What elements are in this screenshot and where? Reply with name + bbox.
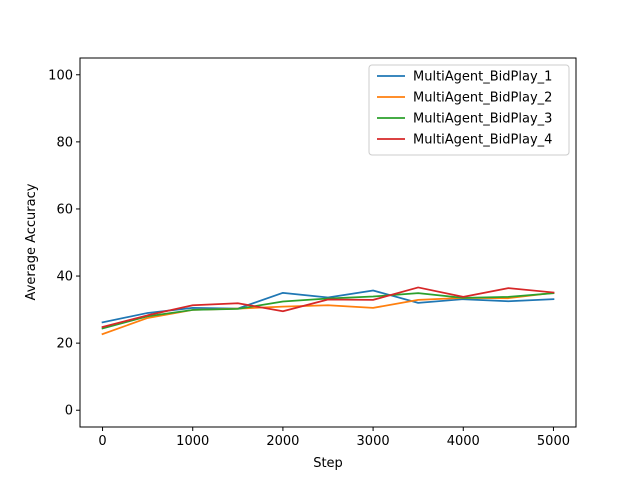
y-tick-label: 100: [48, 68, 73, 83]
legend-label-2: MultiAgent_BidPlay_2: [413, 91, 552, 106]
legend-box: [368, 64, 570, 156]
x-tick-label: 0: [98, 434, 106, 449]
legend: MultiAgent_BidPlay_1 MultiAgent_BidPlay_2…: [368, 64, 570, 156]
y-axis-title: Average Accuracy: [24, 183, 39, 300]
legend-label-4: MultiAgent_BidPlay_4: [413, 133, 552, 148]
x-axis: 0 1000 2000 3000 4000 5000: [98, 427, 570, 449]
y-tick-label: 80: [56, 135, 73, 150]
y-axis: 0 20 40 60 80 100: [48, 68, 80, 419]
x-tick-label: 2000: [266, 434, 299, 449]
series-line-1: [101, 289, 555, 324]
legend-label-1: MultiAgent_BidPlay_1: [413, 70, 552, 85]
y-tick-label: 60: [56, 202, 73, 217]
x-tick-label: 4000: [447, 434, 480, 449]
x-axis-title: Step: [313, 456, 343, 471]
x-tick-label: 1000: [176, 434, 209, 449]
legend-label-3: MultiAgent_BidPlay_3: [413, 112, 552, 127]
y-tick-label: 0: [65, 404, 73, 419]
x-tick-label: 5000: [537, 434, 570, 449]
series-line-3: [101, 292, 555, 330]
y-tick-label: 20: [56, 337, 73, 352]
x-tick-label: 3000: [357, 434, 390, 449]
plot-area-frame: [79, 57, 577, 428]
y-tick-label: 40: [56, 270, 73, 285]
series-line-4: [101, 286, 555, 329]
